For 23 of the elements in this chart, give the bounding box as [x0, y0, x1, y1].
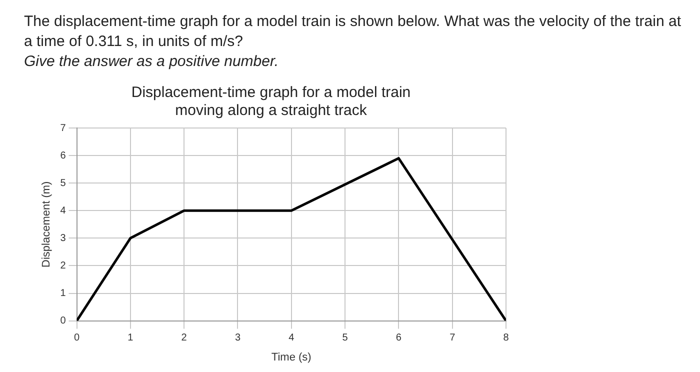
y-tick-label: 3	[60, 232, 66, 244]
x-tick-label: 3	[234, 332, 241, 344]
text: The displacement-time graph for a model train is shown below. What was the velocity of the train at a time of 0.311 s, in units of m/s?	[24, 12, 682, 52]
y-tick-label: 6	[60, 150, 66, 162]
y-tick-label: 4	[60, 205, 66, 216]
text: moving along a straight track	[175, 102, 367, 120]
x-axis-title: Time (s)	[271, 351, 312, 364]
x-tick-label: 0	[74, 332, 80, 344]
y-tick-label: 5	[60, 178, 66, 189]
text: Give the answer as a positive number.	[24, 52, 280, 72]
x-tick-label: 8	[503, 332, 510, 344]
text: Displacement-time graph for a model train	[131, 84, 411, 102]
y-tick-label: 7	[60, 122, 66, 134]
x-tick-label: 1	[128, 332, 134, 344]
x-tick-label: 6	[396, 332, 402, 344]
y-tick-label: 2	[60, 260, 66, 272]
x-tick-label: 4	[288, 332, 295, 344]
x-tick-label: 5	[342, 332, 348, 344]
y-tick-label: 1	[60, 288, 66, 300]
y-axis-title: Displacement (m)	[40, 181, 53, 268]
x-tick-label: 7	[450, 332, 456, 344]
y-tick-label: 0	[60, 316, 66, 327]
x-tick-label: 2	[181, 332, 188, 344]
